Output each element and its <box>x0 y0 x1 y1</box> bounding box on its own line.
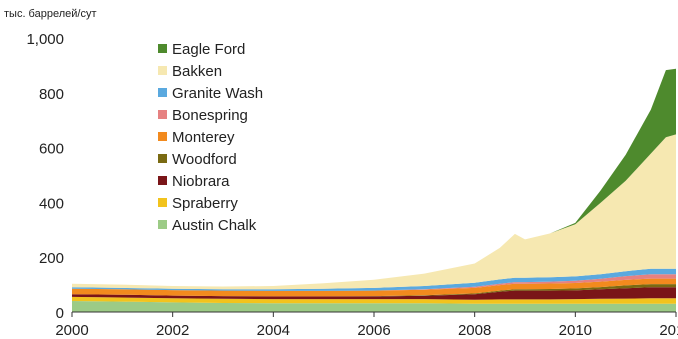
y-tick-label: 400 <box>39 195 64 212</box>
y-tick-label: 600 <box>39 141 64 158</box>
area-granite-wash <box>72 268 676 291</box>
area-bonespring <box>72 274 676 291</box>
y-tick-label: 800 <box>39 86 64 103</box>
plot-areas <box>72 68 676 312</box>
legend-swatch-granite-wash <box>158 88 167 97</box>
area-monterey <box>72 278 676 297</box>
y-tick-label: 0 <box>56 305 64 322</box>
y-tick-label: 1,000 <box>26 31 64 48</box>
legend-swatch-bakken <box>158 66 167 75</box>
legend-label-monterey: Monterey <box>172 129 235 146</box>
unit-label: тыс. баррелей/сут <box>4 8 97 20</box>
legend-label-woodford: Woodford <box>172 151 237 168</box>
legend-swatch-spraberry <box>158 198 167 207</box>
axes: 0 200 400 600 800 1,000 2000 2002 2004 2006 2008 20… <box>26 31 678 339</box>
area-niobrara <box>72 287 676 300</box>
x-tick-label: 2006 <box>357 322 390 339</box>
legend-label-spraberry: Spraberry <box>172 195 238 212</box>
y-tick-label: 200 <box>39 250 64 267</box>
legend-swatch-monterey <box>158 132 167 141</box>
legend-label-eagle-ford: Eagle Ford <box>172 41 245 58</box>
x-tick-label: 2010 <box>559 322 592 339</box>
x-tick-label: 2012 <box>659 322 678 339</box>
area-woodford <box>72 284 676 297</box>
x-tick-label: 2000 <box>55 322 88 339</box>
legend-label-niobrara: Niobrara <box>172 173 230 190</box>
x-tick-label: 2008 <box>458 322 491 339</box>
legend-swatch-bonespring <box>158 110 167 119</box>
legend-swatch-austin-chalk <box>158 220 167 229</box>
x-tick-label: 2002 <box>156 322 189 339</box>
legend-label-bonespring: Bonespring <box>172 107 248 124</box>
legend-label-austin-chalk: Austin Chalk <box>172 217 257 234</box>
x-tick-label: 2004 <box>257 322 290 339</box>
area-spraberry <box>72 296 676 304</box>
area-bakken <box>72 134 676 290</box>
area-austin-chalk <box>72 301 676 312</box>
legend-swatch-woodford <box>158 154 167 163</box>
legend-swatch-niobrara <box>158 176 167 185</box>
legend-label-granite-wash: Granite Wash <box>172 85 263 102</box>
legend-swatch-eagle-ford <box>158 44 167 53</box>
legend: Eagle Ford Bakken Granite Wash Bonespring Mo… <box>158 41 263 234</box>
legend-label-bakken: Bakken <box>172 63 222 80</box>
